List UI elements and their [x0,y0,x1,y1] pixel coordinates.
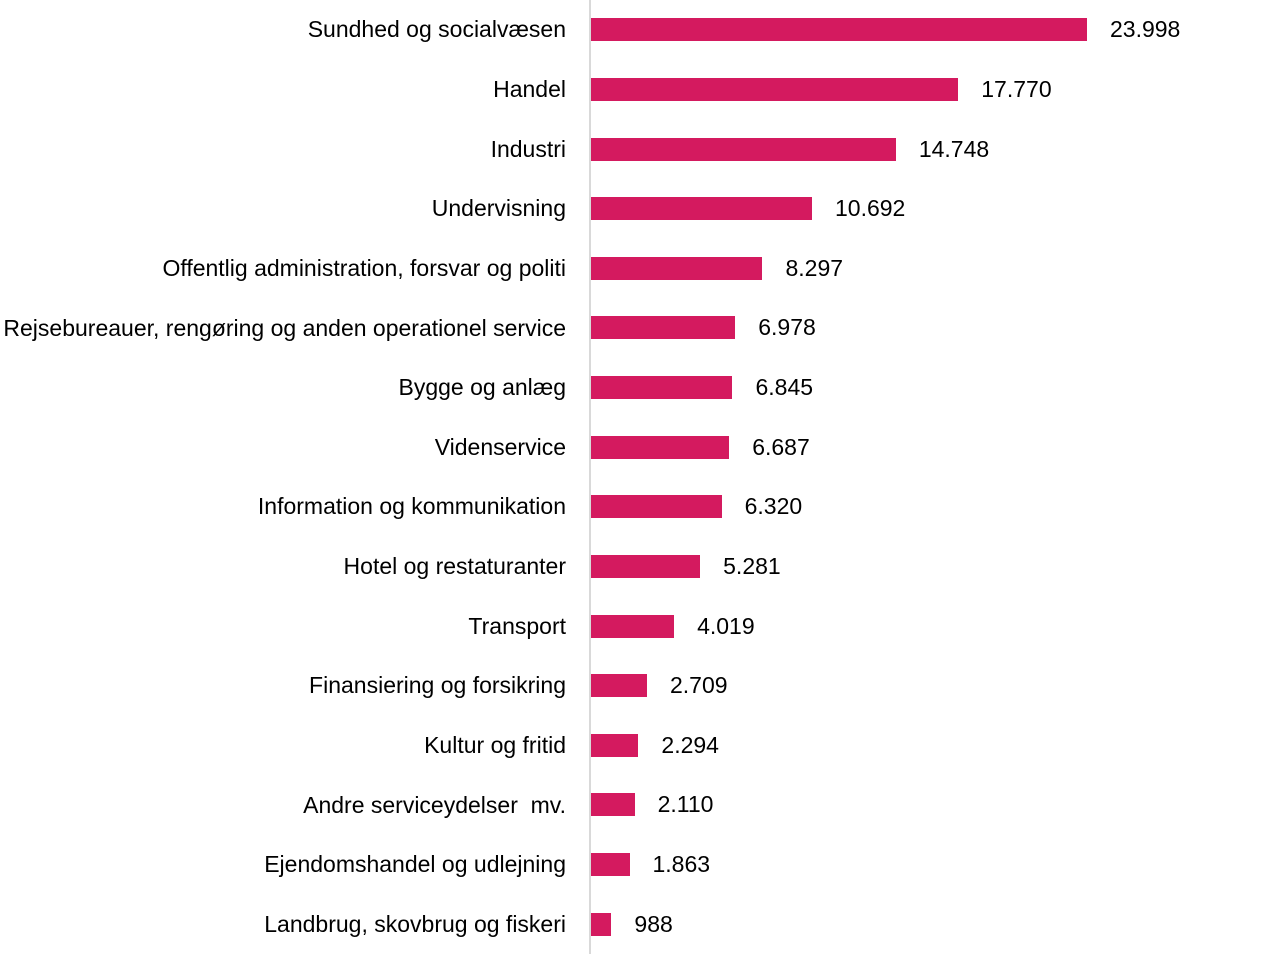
chart-row: Finansiering og forsikring 2.709 [0,655,1279,716]
bar [591,554,701,578]
category-label-cell: Transport [0,596,589,656]
chart-row: Industri 14.748 [0,119,1279,179]
category-label: Industri [490,135,566,162]
bar [591,435,730,459]
bar [591,137,896,161]
value-label: 2.294 [661,731,719,758]
value-label: 6.845 [755,374,814,401]
chart-row: Videnservice 6.687 [0,417,1279,477]
category-label: Kultur og fritid [424,731,566,758]
value-label: 14.748 [918,135,990,162]
category-label-cell: Offentlig administration, forsvar og pol… [0,239,589,299]
value-label: 5.281 [723,552,781,579]
chart-row: Bygge og anlæg 6.845 [0,357,1279,418]
bar [591,256,763,280]
bar [591,614,675,638]
category-label: Transport [468,612,566,639]
category-label-cell: Rejsebureauer, rengøring og anden operat… [0,298,589,358]
chart-row: Ejendomshandel og udlejning 1.863 [0,834,1279,895]
category-label-cell: Sundhed og socialvæsen [0,0,589,60]
category-label: Landbrug, skovbrug og fiskeri [264,910,566,937]
category-label: Finansiering og forsikring [309,672,566,699]
category-label-cell: Undervisning [0,179,589,239]
value-label: 1.863 [652,851,711,878]
bar-area: 6.687 [589,417,1279,477]
value-label: 8.297 [785,254,844,281]
category-label-cell: Bygge og anlæg [0,358,589,418]
chart-row: Sundhed og socialvæsen 23.998 [0,0,1279,60]
bar [591,793,635,817]
chart-row: Transport 4.019 [0,596,1279,656]
chart-row: Rejsebureauer, rengøring og anden operat… [0,298,1279,358]
bar [591,853,630,877]
bar [591,674,647,698]
bar-area: 6.320 [589,477,1279,537]
bar-area: 988 [589,894,1279,954]
category-label: Offentlig administration, forsvar og pol… [162,254,566,281]
bar [591,733,639,757]
bar-area: 23.998 [589,0,1279,60]
bar-area: 2.294 [589,715,1279,776]
value-label: 6.320 [744,493,803,520]
value-label: 4.019 [697,612,755,639]
bar-area: 17.770 [589,59,1279,120]
category-label-cell: Industri [0,119,589,179]
value-label: 6.687 [752,433,810,460]
bar-area: 5.281 [589,536,1279,597]
category-label: Hotel og restaturanter [343,553,566,580]
category-label-cell: Finansiering og forsikring [0,656,589,716]
value-label: 2.709 [669,672,728,699]
category-label: Information og kommunikation [257,493,566,520]
category-label-cell: Hotel og restaturanter [0,537,589,597]
chart-row: Undervisning 10.692 [0,178,1279,239]
category-label: Andre serviceydelser mv. [303,791,566,818]
value-label: 2.110 [657,791,714,818]
bar-area: 6.978 [589,298,1279,358]
chart-row: Offentlig administration, forsvar og pol… [0,238,1279,299]
chart-row: Hotel og restaturanter 5.281 [0,536,1279,597]
chart-row: Handel 17.770 [0,59,1279,120]
category-label: Bygge og anlæg [398,374,566,401]
chart-row: Information og kommunikation 6.320 [0,477,1279,537]
category-label-cell: Andre serviceydelser mv. [0,775,589,835]
category-label: Videnservice [434,433,566,460]
bar-area: 2.709 [589,655,1279,716]
bar-area: 14.748 [589,119,1279,179]
bar [591,316,736,340]
value-label: 6.978 [758,314,816,341]
category-label: Sundhed og socialvæsen [307,16,566,43]
value-label: 988 [634,910,673,937]
category-label-cell: Videnservice [0,417,589,477]
category-label: Undervisning [431,195,566,222]
bar-area: 4.019 [589,596,1279,656]
bar-area: 10.692 [589,178,1279,239]
category-label-cell: Landbrug, skovbrug og fiskeri [0,894,589,954]
chart-row: Landbrug, skovbrug og fiskeri 988 [0,894,1279,954]
value-label: 17.770 [981,75,1052,102]
bar [591,912,612,936]
bar-area: 6.845 [589,357,1279,418]
chart-row: Andre serviceydelser mv. 2.110 [0,775,1279,835]
category-label-cell: Handel [0,60,589,120]
bar-area: 8.297 [589,238,1279,299]
category-label-cell: Kultur og fritid [0,716,589,776]
bar [591,197,812,221]
category-label: Rejsebureauer, rengøring og anden operat… [3,314,566,341]
value-label: 10.692 [834,195,906,222]
bar [591,376,733,400]
value-label: 23.998 [1110,16,1181,43]
bar [591,495,722,519]
chart-row: Kultur og fritid 2.294 [0,715,1279,776]
bar [591,77,959,101]
category-label-cell: Information og kommunikation [0,477,589,537]
bar-area: 2.110 [589,775,1279,835]
bar [591,18,1087,42]
bar-area: 1.863 [589,834,1279,895]
category-label: Ejendomshandel og udlejning [264,851,566,878]
category-label-cell: Ejendomshandel og udlejning [0,835,589,895]
category-label: Handel [493,76,566,103]
